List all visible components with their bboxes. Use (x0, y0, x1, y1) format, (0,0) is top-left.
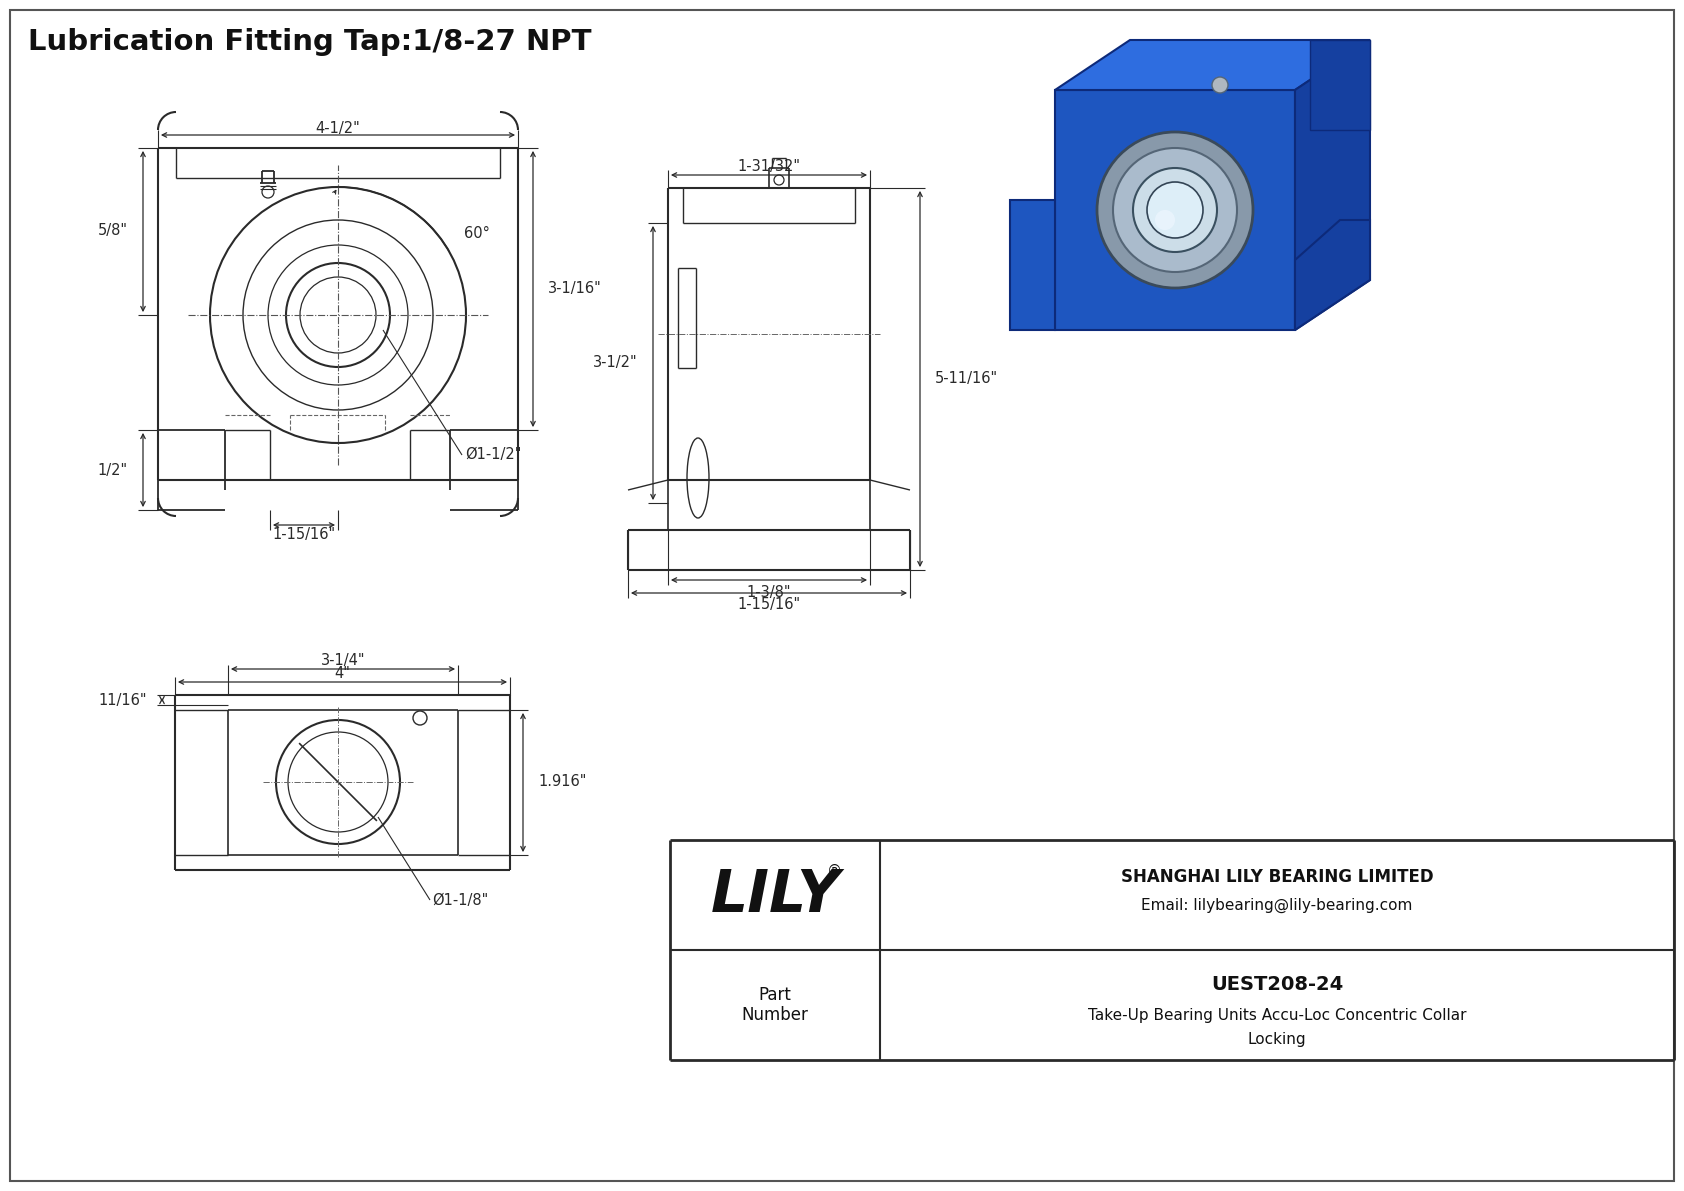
Text: Ø1-1/2": Ø1-1/2" (465, 448, 522, 462)
Circle shape (1113, 148, 1238, 272)
Text: Part
Number: Part Number (741, 986, 808, 1024)
Text: Locking: Locking (1248, 1031, 1307, 1047)
Polygon shape (1054, 40, 1371, 91)
Text: Ø1-1/8": Ø1-1/8" (433, 892, 488, 908)
Text: 1/2": 1/2" (98, 462, 128, 478)
Text: 1-15/16": 1-15/16" (738, 598, 800, 612)
Text: 3-1/16": 3-1/16" (547, 281, 601, 297)
Circle shape (1147, 182, 1202, 238)
Text: SHANGHAI LILY BEARING LIMITED: SHANGHAI LILY BEARING LIMITED (1120, 868, 1433, 886)
Text: 5-11/16": 5-11/16" (935, 372, 999, 387)
Circle shape (1096, 132, 1253, 288)
Text: 11/16": 11/16" (98, 692, 147, 707)
Text: LILY: LILY (711, 867, 840, 923)
Text: UEST208-24: UEST208-24 (1211, 975, 1344, 994)
Text: 1-31/32": 1-31/32" (738, 158, 800, 174)
Text: 3-1/2": 3-1/2" (593, 355, 638, 370)
Polygon shape (1295, 40, 1371, 330)
Text: 5/8": 5/8" (98, 224, 128, 238)
Polygon shape (1310, 40, 1371, 130)
Polygon shape (1010, 200, 1054, 330)
Text: 3-1/4": 3-1/4" (320, 654, 365, 668)
Polygon shape (1054, 91, 1295, 330)
Text: Lubrication Fitting Tap:1/8-27 NPT: Lubrication Fitting Tap:1/8-27 NPT (29, 29, 591, 56)
Circle shape (1212, 77, 1228, 93)
Text: 60°: 60° (463, 226, 490, 241)
Circle shape (1133, 168, 1218, 252)
Text: 1.916": 1.916" (537, 774, 586, 790)
Circle shape (1155, 210, 1175, 230)
Text: 4-1/2": 4-1/2" (315, 120, 360, 136)
Polygon shape (1295, 220, 1371, 330)
Text: ®: ® (827, 863, 842, 879)
Text: 4": 4" (333, 666, 350, 680)
Text: Email: lilybearing@lily-bearing.com: Email: lilybearing@lily-bearing.com (1142, 898, 1413, 913)
Text: 1-15/16": 1-15/16" (273, 528, 335, 542)
Text: Take-Up Bearing Units Accu-Loc Concentric Collar: Take-Up Bearing Units Accu-Loc Concentri… (1088, 1008, 1467, 1023)
Text: 1-3/8": 1-3/8" (746, 585, 791, 599)
